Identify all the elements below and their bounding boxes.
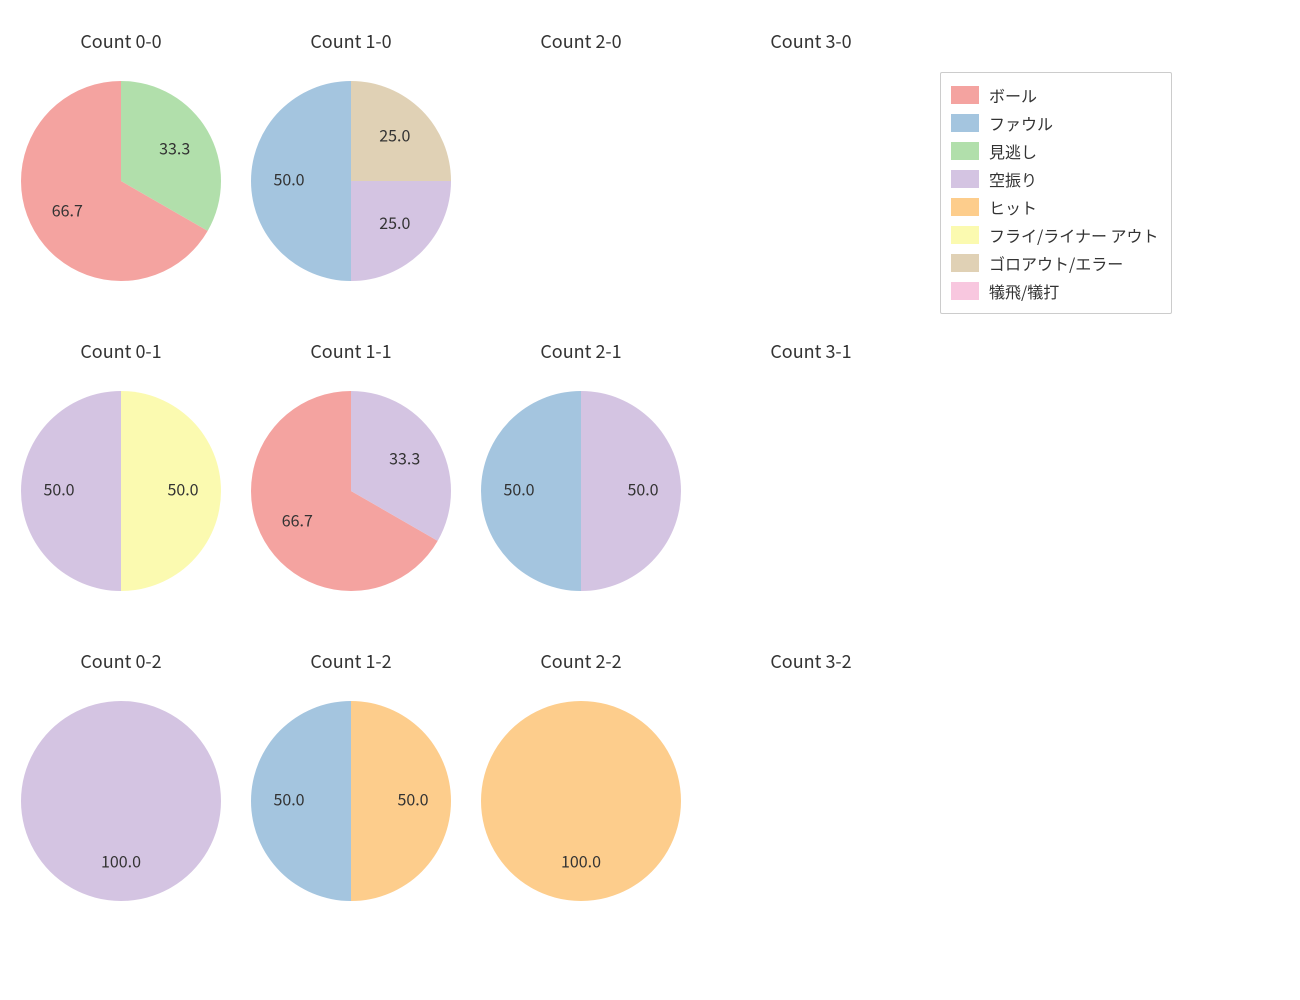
pie-slice-label: 33.3 (159, 135, 190, 159)
pie-slice-label: 100.0 (561, 848, 601, 872)
legend-swatch (951, 254, 979, 272)
legend-swatch (951, 170, 979, 188)
pie-slice-label: 100.0 (101, 848, 141, 872)
pie-cell-title: Count 2-2 (466, 648, 696, 674)
pie-cell-title: Count 2-1 (466, 338, 696, 364)
pie-cell: Count 3-1 (696, 320, 926, 630)
legend-row: ヒット (951, 193, 1159, 221)
pie-cell: Count 0-0 66.7 33.3 (6, 10, 236, 320)
pie-cell-title: Count 1-1 (236, 338, 466, 364)
pie-cell-title: Count 0-1 (6, 338, 236, 364)
legend-label: ゴロアウト/エラー (989, 251, 1123, 275)
legend-label: 見逃し (989, 139, 1037, 163)
pie-cell: Count 2-0 (466, 10, 696, 320)
legend-row: 見逃し (951, 137, 1159, 165)
legend-label: 犠飛/犠打 (989, 279, 1059, 303)
pie-chart: 100.0 (479, 699, 683, 903)
pie-cell-title: Count 3-0 (696, 28, 926, 54)
legend-swatch (951, 198, 979, 216)
pie-slice-label: 66.7 (282, 507, 313, 531)
pie-cell: Count 3-2 (696, 630, 926, 940)
pie-grid-chart: Count 0-066.733.3Count 1-050.025.025.0Co… (0, 0, 1300, 1000)
pie-slice-label: 50.0 (503, 476, 534, 500)
pie-cell: Count 1-1 66.7 33.3 (236, 320, 466, 630)
pie-cell-title: Count 2-0 (466, 28, 696, 54)
legend-row: ゴロアウト/エラー (951, 249, 1159, 277)
pie-slice-label: 66.7 (52, 197, 83, 221)
legend-label: ヒット (989, 195, 1037, 219)
pie-cell-title: Count 3-1 (696, 338, 926, 364)
pie-chart: 66.7 33.3 (249, 389, 453, 593)
legend: ボールファウル見逃し空振りヒットフライ/ライナー アウトゴロアウト/エラー犠飛/… (940, 72, 1172, 314)
legend-label: ファウル (989, 111, 1053, 135)
legend-row: 空振り (951, 165, 1159, 193)
pie-chart: 66.7 33.3 (19, 79, 223, 283)
legend-swatch (951, 226, 979, 244)
legend-swatch (951, 282, 979, 300)
pie-chart: 50.0 25.0 25.0 (249, 79, 453, 283)
pie-slice-label: 50.0 (273, 786, 304, 810)
pie-cell: Count 0-2 100.0 (6, 630, 236, 940)
legend-label: ボール (989, 83, 1037, 107)
pie-cell: Count 3-0 (696, 10, 926, 320)
pie-slice-label: 50.0 (43, 476, 74, 500)
pie-chart: 50.0 50.0 (479, 389, 683, 593)
pie-slice-label: 50.0 (397, 786, 428, 810)
legend-label: フライ/ライナー アウト (989, 223, 1159, 247)
pie-cell-title: Count 3-2 (696, 648, 926, 674)
legend-row: フライ/ライナー アウト (951, 221, 1159, 249)
pie-cell: Count 2-2 100.0 (466, 630, 696, 940)
legend-row: 犠飛/犠打 (951, 277, 1159, 305)
pie-chart: 50.0 50.0 (19, 389, 223, 593)
pie-cell: Count 2-1 50.0 50.0 (466, 320, 696, 630)
pie-cell: Count 0-1 50.0 50.0 (6, 320, 236, 630)
legend-swatch (951, 142, 979, 160)
pie-slice-label: 25.0 (379, 210, 410, 234)
pie-slice-label: 50.0 (273, 166, 304, 190)
pie-slice-label: 25.0 (379, 122, 410, 146)
pie-cell-title: Count 0-0 (6, 28, 236, 54)
pie-cell-title: Count 0-2 (6, 648, 236, 674)
pie-cell-title: Count 1-2 (236, 648, 466, 674)
pie-chart: 100.0 (19, 699, 223, 903)
pie-chart: 50.0 50.0 (249, 699, 453, 903)
pie-slice-label: 50.0 (627, 476, 658, 500)
pie-cell: Count 1-2 50.0 50.0 (236, 630, 466, 940)
pie-slice-label: 33.3 (389, 445, 420, 469)
pie-slice-label: 50.0 (167, 476, 198, 500)
pie-cell: Count 1-0 50.0 25.0 25.0 (236, 10, 466, 320)
legend-row: ファウル (951, 109, 1159, 137)
pie-cell-title: Count 1-0 (236, 28, 466, 54)
legend-label: 空振り (989, 167, 1037, 191)
legend-swatch (951, 114, 979, 132)
legend-swatch (951, 86, 979, 104)
legend-row: ボール (951, 81, 1159, 109)
